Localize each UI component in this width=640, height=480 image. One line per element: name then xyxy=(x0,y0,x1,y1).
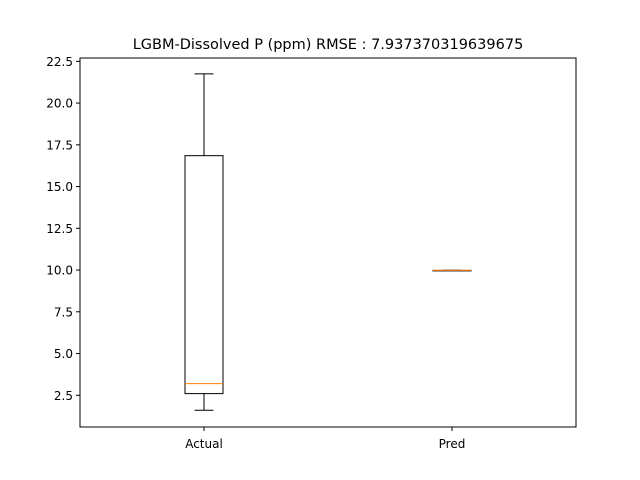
x-tick-label: Actual xyxy=(185,437,223,451)
plot-frame xyxy=(79,57,577,428)
y-tick-label: 12.5 xyxy=(46,222,73,236)
y-tick-label: 20.0 xyxy=(46,97,73,111)
box-iqr xyxy=(184,155,224,395)
y-tick-label: 7.5 xyxy=(54,305,73,319)
y-tick-label: 15.0 xyxy=(46,180,73,194)
y-tick-label: 22.5 xyxy=(46,55,73,69)
y-tick-label: 5.0 xyxy=(54,347,73,361)
y-tick-label: 2.5 xyxy=(54,389,73,403)
box-group-actual xyxy=(184,73,224,411)
y-tick-label: 10.0 xyxy=(46,264,73,278)
box-group-pred xyxy=(432,269,472,272)
y-axis: 2.5 5.0 7.5 10.0 12.5 15.0 17.5 20.0 22.5 xyxy=(46,55,80,403)
x-axis: Actual Pred xyxy=(185,427,465,451)
y-tick-label: 17.5 xyxy=(46,138,73,152)
chart-title: LGBM-Dissolved P (ppm) RMSE : 7.93737031… xyxy=(133,37,524,53)
box-marks xyxy=(184,73,472,411)
x-tick-label: Pred xyxy=(439,437,466,451)
